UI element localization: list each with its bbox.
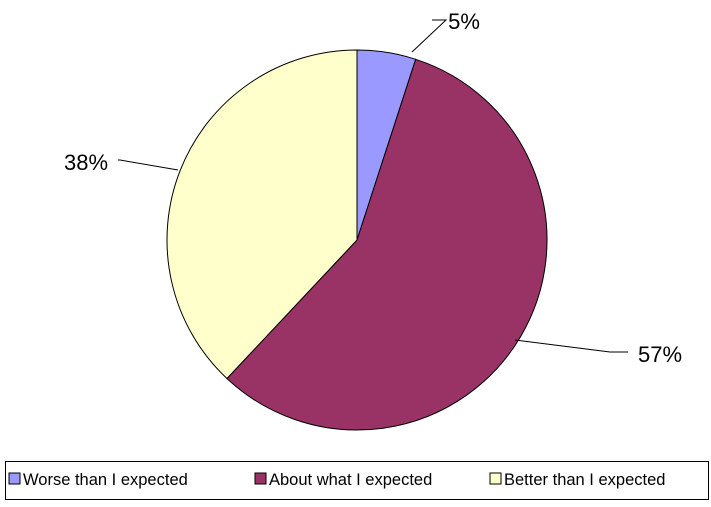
data-label-better: 38%: [64, 150, 108, 175]
legend-label-better: Better than I expected: [504, 471, 665, 489]
leader-line-better: [118, 159, 179, 171]
data-labels: 5% 57% 38%: [64, 9, 682, 367]
legend-swatch-better: [489, 472, 502, 485]
data-label-about: 57%: [638, 342, 682, 367]
legend: Worse than I expected About what I expec…: [5, 461, 709, 500]
data-label-worse: 5%: [448, 9, 480, 34]
pie-slice-about: [226, 58, 548, 431]
pie-slices: [166, 49, 548, 431]
legend-label-worse: Worse than I expected: [23, 471, 188, 489]
legend-box: [5, 461, 709, 500]
legend-swatch-about: [254, 472, 267, 485]
legend-label-about: About what I expected: [269, 471, 432, 489]
pie-slice-better: [166, 49, 358, 380]
leader-lines: [118, 19, 628, 353]
legend-swatch-worse: [8, 472, 21, 485]
leader-line-about: [514, 339, 628, 353]
leader-line-worse: [411, 19, 448, 53]
